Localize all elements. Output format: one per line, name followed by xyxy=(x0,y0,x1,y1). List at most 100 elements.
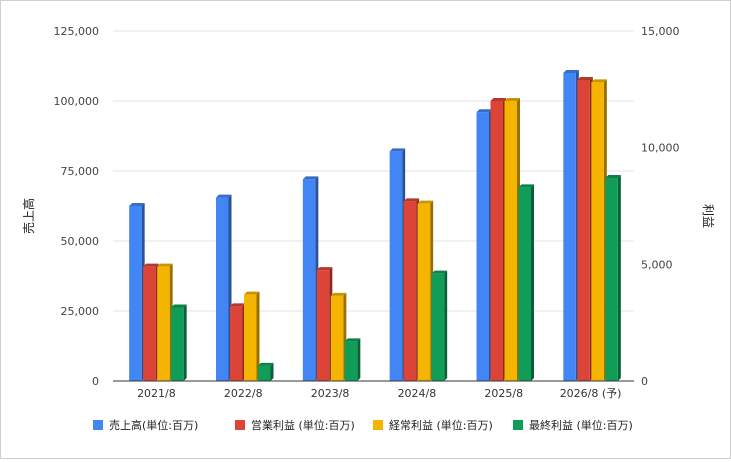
category-label: 2025/8 xyxy=(484,387,523,400)
legend: 売上高(単位:百万) 営業利益 (単位:百万) 経常利益 (単位:百万) 最終利益 (… xyxy=(93,418,633,432)
bar xyxy=(302,176,319,381)
bar-front xyxy=(316,270,330,381)
bar-top xyxy=(316,267,333,271)
category-label: 2021/8 xyxy=(137,387,176,400)
bar xyxy=(143,263,159,381)
bar-side xyxy=(357,338,361,381)
bar xyxy=(171,304,187,381)
bar xyxy=(591,79,607,381)
bar-front xyxy=(157,266,170,381)
bar-front xyxy=(171,307,184,381)
bar-top xyxy=(171,304,187,308)
bar xyxy=(258,362,274,381)
bar-top xyxy=(389,148,406,152)
legend-swatch xyxy=(373,420,383,430)
legend-label: 最終利益 (単位:百万) xyxy=(529,418,633,432)
right-tick-label: 5,000 xyxy=(641,258,673,271)
bar-front xyxy=(591,82,604,381)
left-tick-label: 125,000 xyxy=(54,25,100,38)
bar-top xyxy=(143,263,159,267)
legend-item: 売上高(単位:百万) xyxy=(93,418,198,432)
bar-top xyxy=(417,200,434,204)
bar-side xyxy=(183,304,187,381)
bar-top xyxy=(157,263,173,267)
bar xyxy=(389,148,406,381)
category-label: 2023/8 xyxy=(311,387,350,400)
bar xyxy=(490,98,506,381)
bar-front xyxy=(344,341,358,381)
bar xyxy=(504,98,520,381)
bar-side xyxy=(444,270,448,381)
bar xyxy=(577,77,593,381)
bar-front xyxy=(577,80,590,381)
bar xyxy=(316,267,333,381)
bar-top xyxy=(244,291,260,295)
bar-front xyxy=(490,101,503,381)
bar xyxy=(518,184,534,381)
bar-front xyxy=(504,101,517,381)
gridlines xyxy=(113,30,634,312)
bar xyxy=(431,270,448,381)
bar-top xyxy=(476,109,492,113)
category-labels: 2021/8 2022/8 2023/8 2024/8 2025/8 2026/8 (予) xyxy=(137,387,621,400)
bar-front xyxy=(476,112,489,381)
bar-front xyxy=(258,365,271,381)
bar-top xyxy=(330,292,347,296)
bar-front xyxy=(417,203,431,381)
bar-side xyxy=(270,362,274,381)
bar-front xyxy=(302,179,316,381)
bar-top xyxy=(230,303,246,307)
bar-side xyxy=(531,184,534,381)
bar-front xyxy=(216,197,229,381)
bar-front xyxy=(389,151,403,381)
bar-top xyxy=(605,175,621,178)
bar-top xyxy=(490,98,506,101)
bar xyxy=(605,175,621,381)
right-tick-label: 0 xyxy=(641,375,648,388)
bar-top xyxy=(563,70,579,73)
bar-front xyxy=(518,187,531,381)
left-tick-label: 25,000 xyxy=(61,305,100,318)
legend-item: 経常利益 (単位:百万) xyxy=(373,418,493,432)
bar-side xyxy=(617,175,621,381)
bars xyxy=(129,70,621,381)
bar-top xyxy=(504,98,520,101)
bar-top xyxy=(129,203,145,206)
bar xyxy=(563,70,579,381)
bar xyxy=(403,198,420,381)
bar-top xyxy=(518,184,534,188)
bar xyxy=(244,291,260,381)
left-tick-label: 75,000 xyxy=(61,165,100,178)
bar-top xyxy=(431,270,448,274)
right-axis-label: 利益 xyxy=(701,204,715,228)
bar-front xyxy=(431,273,445,381)
bar xyxy=(417,200,434,381)
category-label: 2022/8 xyxy=(224,387,263,400)
bar-front xyxy=(244,294,257,381)
legend-item: 営業利益 (単位:百万) xyxy=(235,418,355,432)
right-tick-label: 15,000 xyxy=(641,25,680,38)
right-axis-ticks: 0 5,000 10,000 15,000 xyxy=(641,25,680,388)
bar-front xyxy=(605,178,618,381)
legend-label: 売上高(単位:百万) xyxy=(109,418,198,432)
legend-item: 最終利益 (単位:百万) xyxy=(513,418,633,432)
bar-top xyxy=(577,77,593,80)
legend-swatch xyxy=(513,420,523,430)
bar-front xyxy=(330,295,344,381)
bar-top xyxy=(258,362,274,366)
legend-label: 経常利益 (単位:百万) xyxy=(389,418,493,432)
bar-side xyxy=(256,291,260,381)
bar xyxy=(157,263,173,381)
category-label: 2026/8 (予) xyxy=(560,387,622,400)
category-label: 2024/8 xyxy=(398,387,437,400)
bar-top xyxy=(302,176,319,180)
bar-front xyxy=(230,306,243,381)
bar xyxy=(230,303,246,381)
bar-front xyxy=(129,206,142,381)
bar-front xyxy=(563,73,576,381)
bar-top xyxy=(344,338,361,342)
bar xyxy=(330,292,347,381)
bar xyxy=(344,338,361,381)
